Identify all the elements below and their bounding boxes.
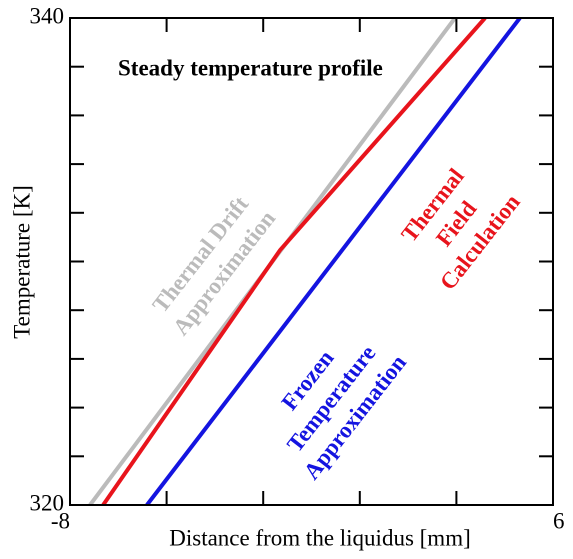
y-tick-label: 320 <box>30 490 65 515</box>
x-tick-label: 6 <box>553 508 565 533</box>
x-tick-label: -8 <box>51 508 70 533</box>
series-line <box>101 18 487 505</box>
series-line <box>145 18 522 505</box>
y-tick-label: 340 <box>30 3 65 28</box>
chart-title: Steady temperature profile <box>118 55 383 80</box>
x-axis-label: Distance from the liquidus [mm] <box>169 525 471 550</box>
y-axis-label: Temperature [K] <box>9 185 34 339</box>
